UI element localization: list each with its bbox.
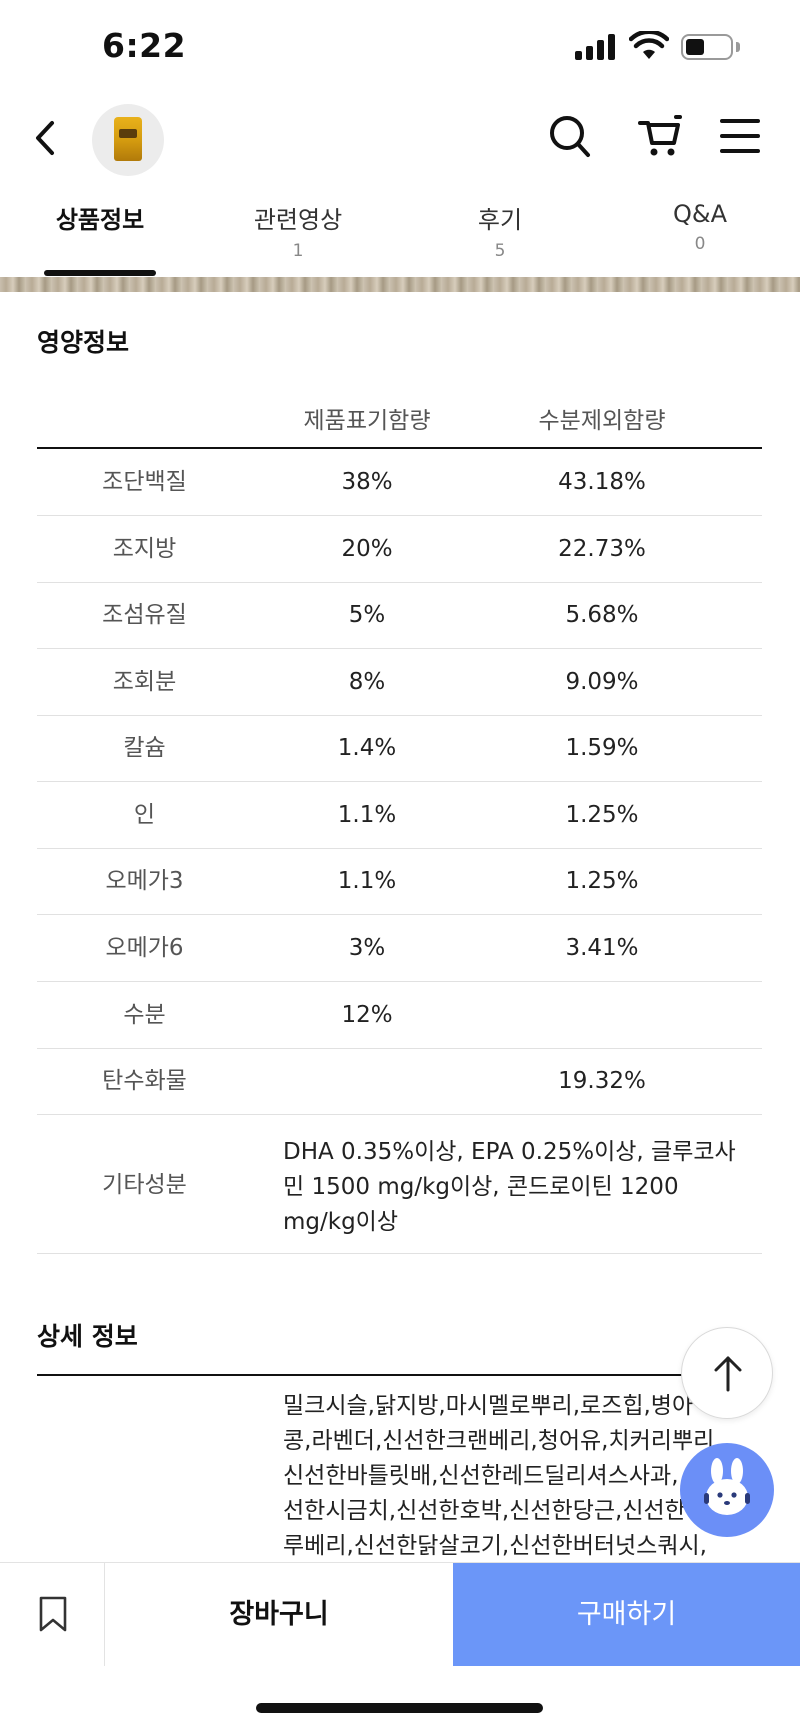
menu-icon[interactable] bbox=[720, 115, 760, 157]
table-row: 탄수화물 19.32% bbox=[37, 1048, 762, 1115]
active-tab-indicator bbox=[44, 270, 156, 276]
ingredients-line: 루베리,신선한닭살코기,신선한버터넛스쿼시, bbox=[283, 1533, 707, 1559]
table-row: 조단백질 38% 43.18% bbox=[37, 449, 762, 516]
nutrient-name: 조지방 bbox=[112, 536, 177, 562]
wifi-icon bbox=[629, 31, 669, 59]
ingredients-line: 밀크시슬,닭지방,마시멜로뿌리,로즈힙,병아 bbox=[283, 1393, 694, 1419]
nutrient-dry-amount: 9.09% bbox=[565, 669, 639, 695]
nutrient-label-amount bbox=[292, 1048, 442, 1114]
nutrient-label-amount: 5% bbox=[348, 602, 386, 628]
nutrient-dry-amount bbox=[482, 982, 722, 1048]
nutrient-label-amount: 1.1% bbox=[337, 868, 397, 894]
nutrient-name: 조회분 bbox=[112, 669, 177, 695]
bunny-mascot-icon bbox=[704, 1458, 750, 1515]
table-row: 조회분 8% 9.09% bbox=[37, 649, 762, 716]
detail-title: 상세 정보 bbox=[37, 1322, 138, 1351]
back-arrow-icon[interactable] bbox=[28, 115, 68, 161]
scroll-to-top-button[interactable] bbox=[681, 1327, 773, 1419]
nutrient-dry-amount: 22.73% bbox=[558, 536, 646, 562]
status-bar: 6:22 bbox=[0, 0, 800, 95]
nutrient-label-amount: 12% bbox=[341, 1002, 393, 1028]
product-thumbnail[interactable] bbox=[92, 104, 164, 176]
column-header-label-amount: 제품표기함량 bbox=[303, 408, 431, 434]
nutrient-dry-amount: 19.32% bbox=[558, 1068, 646, 1094]
nutrient-dry-amount: 5.68% bbox=[565, 602, 639, 628]
tab-reviews[interactable]: 후기 5 bbox=[440, 200, 560, 277]
nutrient-name: 인 bbox=[133, 802, 156, 828]
nutrient-dry-amount: 1.59% bbox=[565, 735, 639, 761]
column-header-dry-matter: 수분제외함량 bbox=[538, 408, 666, 434]
ingredients-text: 밀크시슬,닭지방,마시멜로뿌리,로즈힙,병아 콩,라벤더,신선한크랜베리,청어유… bbox=[283, 1389, 723, 1564]
product-tabs: 상품정보 관련영상 1 후기 5 Q&A 0 bbox=[0, 200, 800, 277]
table-row: 칼슘 1.4% 1.59% bbox=[37, 715, 762, 782]
table-row: 오메가6 3% 3.41% bbox=[37, 915, 762, 982]
nutrient-dry-amount: 43.18% bbox=[558, 469, 646, 495]
bottom-action-bar: 장바구니 구매하기 bbox=[0, 1562, 800, 1666]
nutrient-name: 수분 bbox=[123, 1002, 166, 1028]
nutrient-dry-amount: 3.41% bbox=[565, 935, 639, 961]
ingredients-line: 콩,라벤더,신선한크랜베리,청어유,치커리뿌리, bbox=[283, 1428, 722, 1454]
nutrient-name: 탄수화물 bbox=[102, 1068, 187, 1094]
nutrient-label-amount: 38% bbox=[341, 469, 393, 495]
app-header bbox=[0, 95, 800, 185]
tab-label: 상품정보 bbox=[55, 206, 145, 234]
search-icon[interactable] bbox=[548, 113, 592, 159]
bookmark-button[interactable] bbox=[0, 1563, 105, 1666]
table-row: 인 1.1% 1.25% bbox=[37, 782, 762, 849]
add-to-cart-button[interactable]: 장바구니 bbox=[229, 1599, 329, 1630]
nutrition-title: 영양정보 bbox=[37, 328, 130, 357]
battery-tip bbox=[736, 42, 740, 52]
ingredients-line: 신선한바틀릿배,신선한레드딜리셔스사과, bbox=[283, 1463, 679, 1489]
other-ingredients-text: DHA 0.35%이상, EPA 0.25%이상, 글루코사민 1500 mg/… bbox=[283, 1139, 736, 1235]
nutrient-name: 조섬유질 bbox=[102, 602, 187, 628]
arrow-up-icon bbox=[714, 1356, 742, 1392]
nutrient-dry-amount: 1.25% bbox=[565, 802, 639, 828]
nutrient-name: 조단백질 bbox=[102, 469, 187, 495]
status-time: 6:22 bbox=[102, 26, 187, 65]
nutrient-label-amount: 3% bbox=[348, 935, 386, 961]
cart-icon[interactable] bbox=[636, 113, 684, 159]
nutrient-label-amount: 8% bbox=[348, 669, 386, 695]
tab-label: Q&A bbox=[672, 200, 728, 228]
nutrient-label-amount: 20% bbox=[341, 536, 393, 562]
battery-icon bbox=[681, 34, 733, 60]
detail-divider bbox=[37, 1374, 762, 1376]
ingredients-line: 선한시금치,신선한호박,신선한당근,신선한 bbox=[283, 1498, 686, 1524]
chatbot-button[interactable] bbox=[680, 1443, 774, 1537]
table-row: 조섬유질 5% 5.68% bbox=[37, 582, 762, 649]
nutrient-label-amount: 1.4% bbox=[337, 735, 397, 761]
tab-count: 1 bbox=[292, 241, 304, 261]
tab-count: 0 bbox=[694, 234, 706, 254]
table-row: 오메가3 1.1% 1.25% bbox=[37, 848, 762, 915]
table-row: 수분 12% bbox=[37, 982, 762, 1049]
nutrient-name: 오메가6 bbox=[105, 935, 184, 961]
nutrient-name: 기타성분 bbox=[102, 1172, 187, 1198]
product-bag-image bbox=[114, 117, 142, 161]
home-indicator[interactable] bbox=[256, 1703, 543, 1713]
cellular-signal-icon bbox=[575, 34, 619, 60]
nutrition-table-header: 제품표기함량 수분제외함량 bbox=[37, 395, 762, 449]
buy-now-button[interactable]: 구매하기 bbox=[453, 1563, 800, 1666]
tab-related-videos[interactable]: 관련영상 1 bbox=[238, 200, 358, 277]
nutrient-dry-amount: 1.25% bbox=[565, 868, 639, 894]
tab-product-info[interactable]: 상품정보 bbox=[40, 200, 160, 277]
tab-label: 관련영상 bbox=[253, 206, 343, 234]
tab-label: 후기 bbox=[477, 206, 523, 234]
tab-count: 5 bbox=[494, 241, 506, 261]
product-photo-strip bbox=[0, 277, 800, 292]
nutrient-name: 칼슘 bbox=[123, 735, 166, 761]
nutrient-name: 오메가3 bbox=[105, 868, 184, 894]
table-row: 조지방 20% 22.73% bbox=[37, 516, 762, 583]
tab-qna[interactable]: Q&A 0 bbox=[640, 200, 760, 277]
nutrient-label-amount: 1.1% bbox=[337, 802, 397, 828]
bookmark-icon bbox=[39, 1596, 67, 1632]
table-row-other-ingredients: 기타성분 DHA 0.35%이상, EPA 0.25%이상, 글루코사민 150… bbox=[37, 1117, 762, 1254]
